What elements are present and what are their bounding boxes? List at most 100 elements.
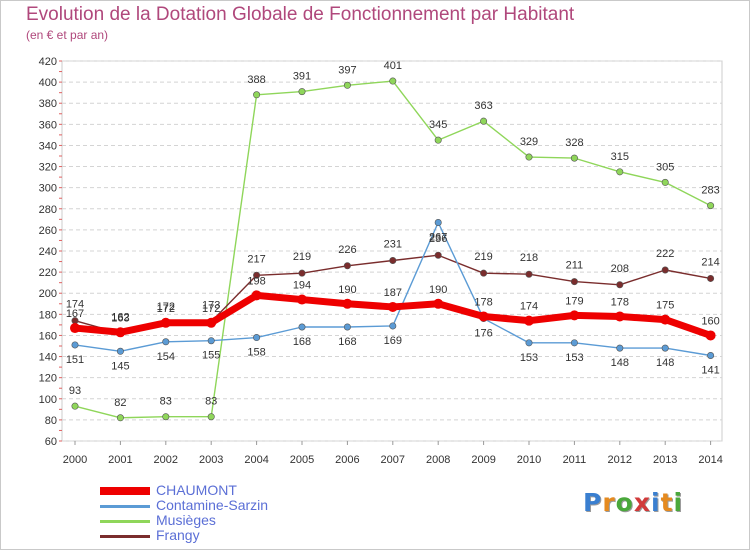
data-point [251, 290, 262, 301]
data-point [162, 338, 170, 346]
data-point [525, 339, 533, 347]
y-tick-label: 300 [39, 183, 57, 195]
grid-lines [62, 60, 722, 442]
legend-label: Contamine-Sarzin [156, 497, 269, 513]
data-point [524, 315, 534, 326]
data-label: 148 [611, 357, 629, 369]
data-point [707, 351, 715, 359]
data-label: 160 [701, 315, 719, 327]
axes: 60 80 100 120 140 160 180 200 220 240 260 280 300 320… [39, 56, 723, 466]
data-label: 172 [157, 301, 175, 313]
data-label: 163 [111, 312, 129, 324]
logo-letter: t [660, 488, 674, 517]
data-label: 194 [293, 280, 311, 292]
y-tick-label: 200 [39, 288, 57, 300]
series-lines [70, 77, 716, 422]
chart-title: Evolution de la Dotation Globale de Fonc… [26, 4, 575, 25]
data-label: 173 [202, 300, 220, 312]
x-tick-label: 2003 [199, 454, 223, 466]
logo-letter: i [673, 488, 684, 517]
y-tick-label: 400 [39, 77, 57, 89]
logo-letter: i [651, 488, 661, 517]
data-point [480, 269, 488, 277]
logo-letter: x [633, 488, 651, 517]
data-label: 154 [157, 351, 175, 363]
data-label: 93 [69, 385, 81, 397]
data-label: 211 [566, 260, 584, 272]
data-point [253, 91, 261, 99]
data-label: 145 [111, 360, 129, 372]
data-label: 363 [474, 100, 492, 112]
data-label: 217 [247, 253, 265, 265]
data-label: 187 [384, 287, 402, 299]
x-tick-label: 2008 [426, 454, 450, 466]
data-point [298, 323, 306, 331]
legend-swatch [100, 505, 150, 508]
data-point [115, 327, 126, 338]
data-point [569, 310, 580, 321]
data-point [342, 298, 353, 309]
data-label: 305 [656, 161, 674, 173]
y-tick-label: 180 [39, 309, 57, 321]
legend-label: Musièges [156, 512, 216, 528]
data-label: 231 [384, 239, 402, 251]
data-label: 178 [611, 296, 629, 308]
x-tick-label: 2013 [653, 454, 677, 466]
data-label: 162 [111, 311, 129, 323]
data-label: 155 [202, 350, 220, 362]
data-label: 345 [429, 119, 447, 131]
data-label: 236 [429, 233, 447, 245]
x-tick-label: 2000 [63, 454, 87, 466]
y-tick-label: 160 [39, 330, 57, 342]
y-tick-label: 320 [39, 162, 57, 174]
data-point [434, 219, 442, 227]
data-point [614, 311, 625, 322]
legend-swatch [100, 520, 150, 523]
data-label: 153 [520, 352, 538, 364]
y-tick-label: 420 [39, 56, 57, 68]
y-tick-label: 60 [45, 436, 57, 448]
data-point [343, 262, 351, 270]
data-point [387, 301, 398, 312]
data-label: 198 [247, 275, 265, 287]
x-tick-label: 2001 [108, 454, 132, 466]
data-point [389, 256, 397, 264]
logo-letter: r [602, 488, 616, 517]
x-tick-label: 2002 [154, 454, 178, 466]
data-label: 151 [66, 354, 84, 366]
data-point [616, 281, 624, 289]
data-point [206, 317, 217, 328]
data-label: 153 [565, 352, 583, 364]
data-point [160, 317, 171, 328]
data-label: 214 [701, 256, 719, 268]
chart-subtitle: (en € et par an) [26, 28, 109, 42]
data-label: 175 [656, 300, 674, 312]
data-label: 167 [66, 308, 84, 320]
data-point [660, 314, 671, 325]
data-label: 397 [338, 64, 356, 76]
x-tick-label: 2004 [244, 454, 268, 466]
data-label: 141 [701, 365, 719, 377]
data-point [478, 311, 489, 322]
data-label: 190 [338, 284, 356, 296]
x-tick-label: 2006 [335, 454, 359, 466]
data-label: 178 [474, 296, 492, 308]
data-point [433, 298, 444, 309]
data-label: 176 [474, 328, 492, 340]
data-point [298, 269, 306, 277]
data-point [661, 266, 669, 274]
y-tick-label: 140 [39, 352, 57, 364]
y-tick-label: 120 [39, 373, 57, 385]
data-label: 172 [202, 303, 220, 315]
data-point [707, 274, 715, 282]
y-tick-label: 100 [39, 394, 57, 406]
y-tick-label: 220 [39, 267, 57, 279]
data-point [70, 323, 80, 334]
data-point [343, 323, 351, 331]
data-point [616, 344, 624, 352]
data-label: 83 [205, 396, 217, 408]
x-tick-label: 2009 [471, 454, 495, 466]
data-point [525, 270, 533, 278]
data-label: 179 [565, 295, 583, 307]
